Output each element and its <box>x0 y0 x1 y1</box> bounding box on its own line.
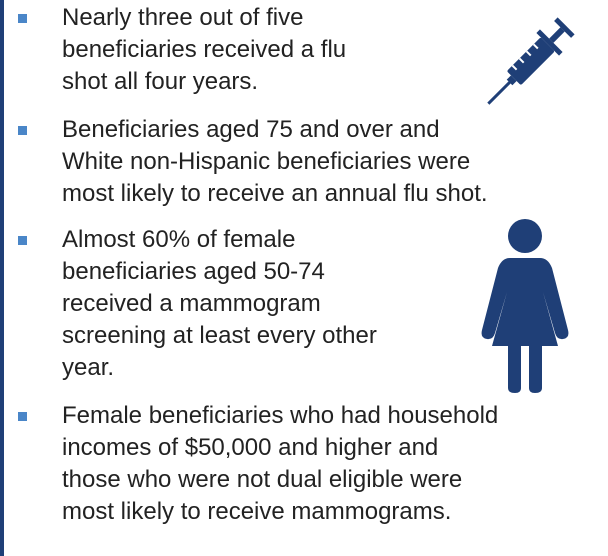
bullet-text: beneficiaries aged 50-74 <box>62 258 325 285</box>
bullet-text: incomes of $50,000 and higher and <box>62 434 439 461</box>
bullet-text: those who were not dual eligible were <box>62 466 463 493</box>
bullet-text: most likely to receive an annual flu sho… <box>62 180 488 207</box>
bullet-text: Almost 60% of female <box>62 226 296 253</box>
bullet-text: White non-Hispanic beneficiaries were <box>62 148 471 175</box>
edge-bar <box>0 0 4 556</box>
syringe-icon <box>487 17 575 105</box>
bullet-text: Beneficiaries aged 75 and over and <box>62 116 440 143</box>
bullet-text: Nearly three out of five <box>62 4 304 31</box>
bullet-text: year. <box>62 354 115 381</box>
woman-icon <box>481 219 569 393</box>
bullet-marker <box>18 412 27 421</box>
bullet-text: beneficiaries received a flu <box>62 36 347 63</box>
bullet-text: most likely to receive mammograms. <box>62 498 452 525</box>
bullet-text: screening at least every other <box>62 322 377 349</box>
bullet-text: shot all four years. <box>62 68 259 95</box>
bullet-text: Female beneficiaries who had household <box>62 402 499 429</box>
bullet-marker <box>18 14 27 23</box>
bullet-text: received a mammogram <box>62 290 321 317</box>
bullet-marker <box>18 236 27 245</box>
bullet-marker <box>18 126 27 135</box>
